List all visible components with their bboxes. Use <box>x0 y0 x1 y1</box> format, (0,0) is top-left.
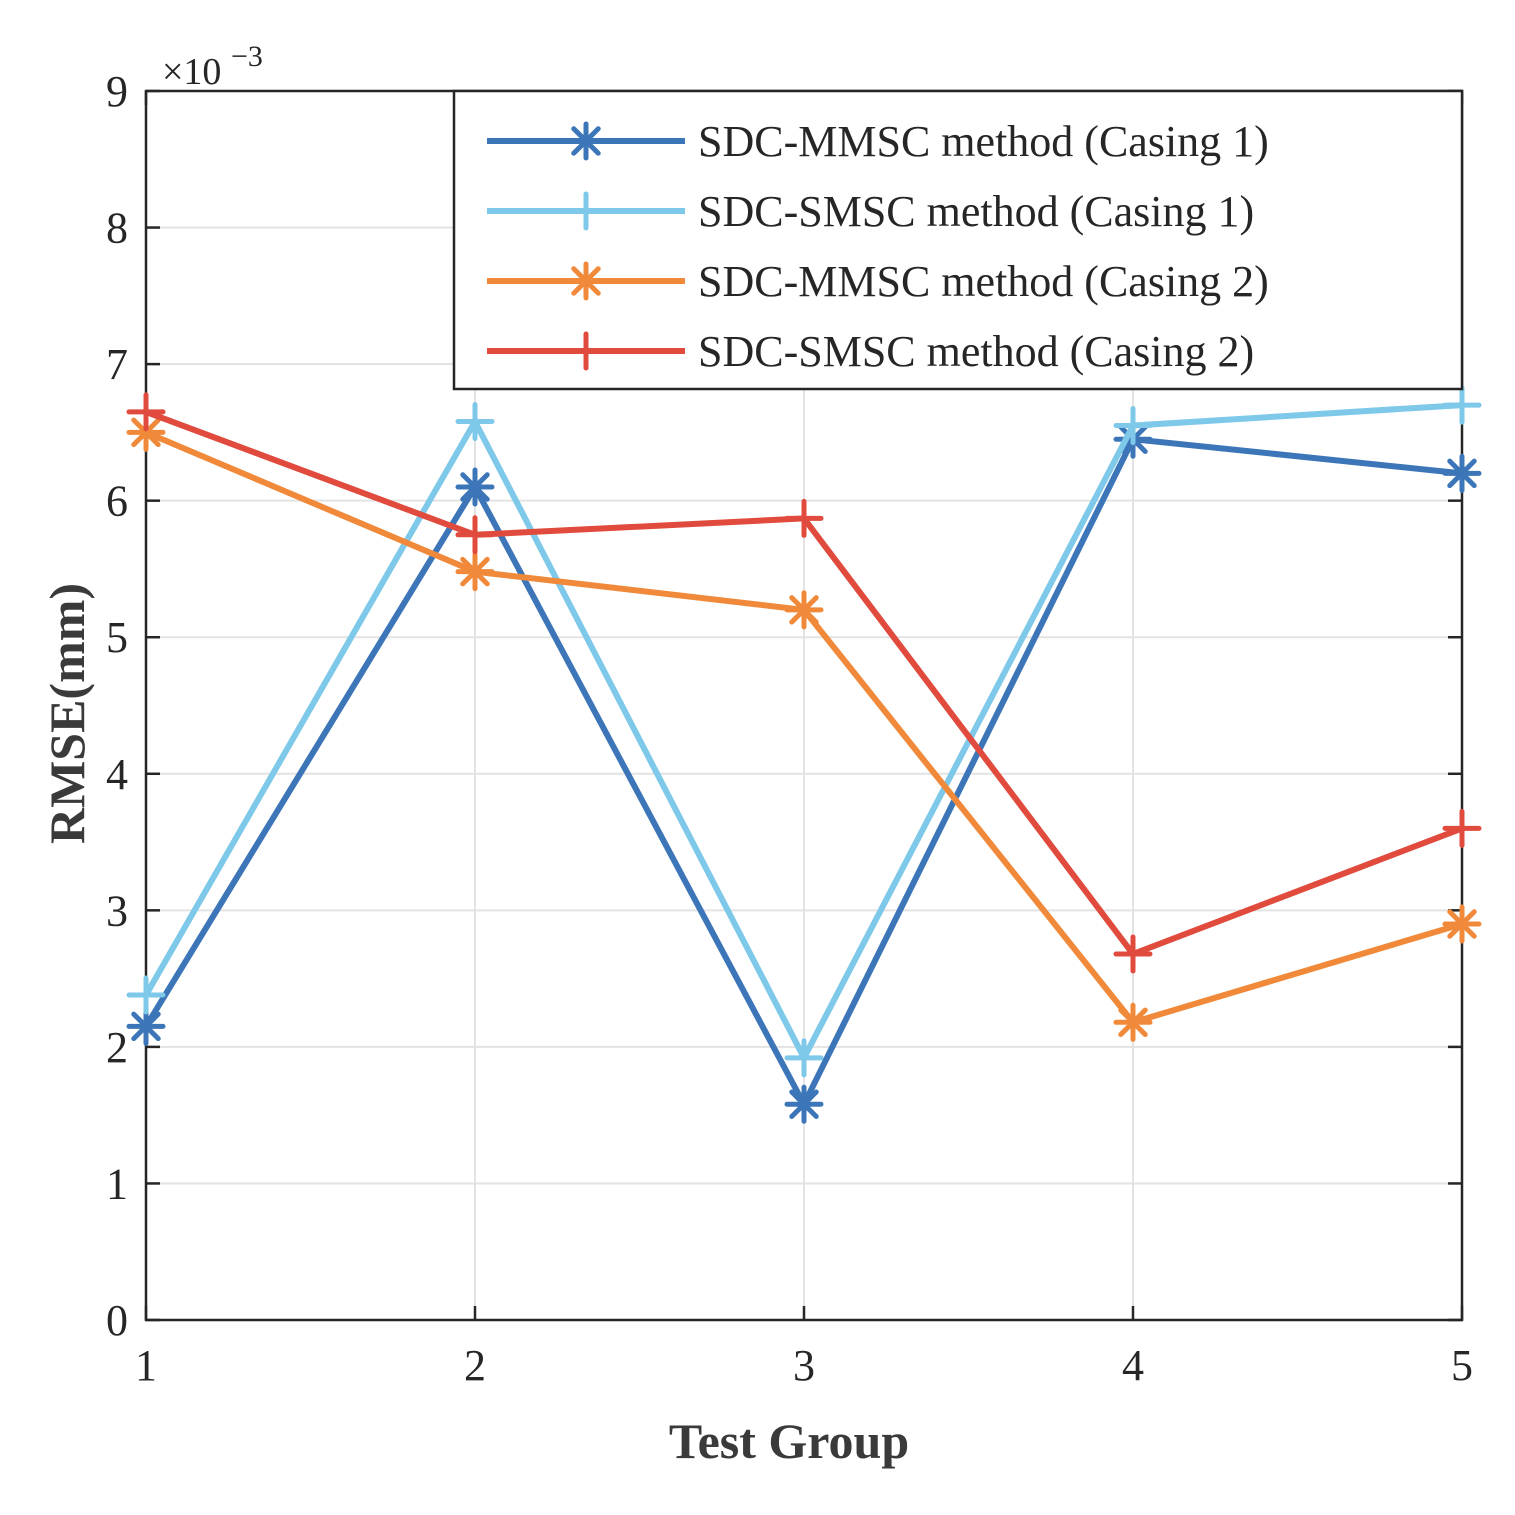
y-tick-label: 9 <box>106 67 128 116</box>
legend-swatch-marker <box>566 331 606 371</box>
y-tick-label: 6 <box>106 477 128 526</box>
series-4-point-4 <box>1113 934 1153 974</box>
y-tick-label: 4 <box>106 750 128 799</box>
series-1-point-5 <box>1442 453 1482 493</box>
series-3-point-2 <box>455 552 495 592</box>
y-tick-label: 7 <box>106 340 128 389</box>
legend-label: SDC-SMSC method (Casing 1) <box>698 187 1254 236</box>
series-1-point-1 <box>126 1006 166 1046</box>
y-tick-label: 2 <box>106 1023 128 1072</box>
legend: SDC-MMSC method (Casing 1) SDC-SMSC metho… <box>452 89 1464 391</box>
legend-swatch-marker <box>566 261 606 301</box>
series-3-point-4 <box>1113 1002 1153 1042</box>
y-exponent-base: ×10 <box>162 51 221 93</box>
x-tick-label: 5 <box>1451 1341 1473 1390</box>
series-2-point-5 <box>1442 385 1482 425</box>
series-3-point-1 <box>126 412 166 452</box>
series-4-point-2 <box>455 515 495 555</box>
legend-swatch-marker <box>566 121 606 161</box>
x-axis-title: Test Group <box>669 1413 909 1469</box>
y-tick-label: 3 <box>106 886 128 935</box>
legend-label: SDC-SMSC method (Casing 2) <box>698 327 1254 376</box>
series-3-point-5 <box>1442 904 1482 944</box>
series-2-point-4 <box>1113 406 1153 446</box>
y-exponent-power: −3 <box>231 40 263 73</box>
legend-item-3: SDC-MMSC method (Casing 2) <box>487 257 1269 306</box>
legend-item-1: SDC-MMSC method (Casing 1) <box>487 117 1269 166</box>
series-2-point-3 <box>784 1038 824 1078</box>
legend-swatch-marker <box>566 191 606 231</box>
y-axis-exponent: ×10 −3 <box>162 40 263 93</box>
series-1-point-2 <box>455 467 495 507</box>
series-4-point-3 <box>784 498 824 538</box>
legend-label: SDC-MMSC method (Casing 2) <box>698 257 1269 306</box>
x-tick-label: 4 <box>1122 1341 1144 1390</box>
legend-label: SDC-MMSC method (Casing 1) <box>698 117 1269 166</box>
series-4 <box>126 392 1482 974</box>
y-tick-label: 5 <box>106 613 128 662</box>
series-lines <box>126 385 1482 1124</box>
series-2-point-2 <box>455 401 495 441</box>
x-tick-label: 2 <box>464 1341 486 1390</box>
y-tick-label: 8 <box>106 204 128 253</box>
legend-item-2: SDC-SMSC method (Casing 1) <box>487 187 1254 236</box>
series-4-point-5 <box>1442 808 1482 848</box>
series-4-point-1 <box>126 392 166 432</box>
series-3 <box>126 412 1482 1042</box>
legend-item-4: SDC-SMSC method (Casing 2) <box>487 327 1254 376</box>
x-tick-label: 1 <box>135 1341 157 1390</box>
y-tick-label: 1 <box>106 1159 128 1208</box>
y-axis-title: RMSE(mm) <box>39 583 95 844</box>
x-tick-label: 3 <box>793 1341 815 1390</box>
series-2-point-1 <box>126 975 166 1015</box>
series-3-point-3 <box>784 590 824 630</box>
series-2 <box>126 385 1482 1078</box>
series-1-point-3 <box>784 1084 824 1124</box>
y-tick-label: 0 <box>106 1296 128 1345</box>
